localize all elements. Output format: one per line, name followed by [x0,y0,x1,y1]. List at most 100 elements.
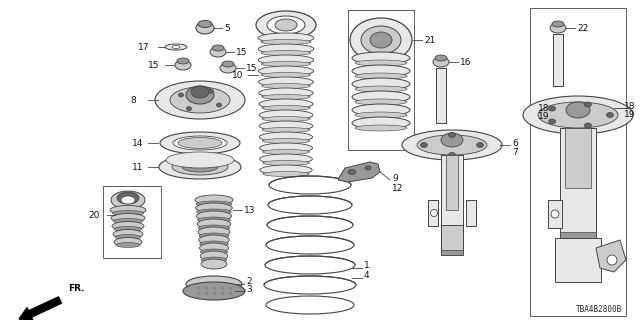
Ellipse shape [266,296,354,314]
Ellipse shape [417,135,487,155]
Ellipse shape [117,192,139,204]
Ellipse shape [355,99,407,105]
Ellipse shape [348,170,356,174]
Ellipse shape [584,123,591,128]
Text: 9: 9 [392,173,397,182]
Ellipse shape [266,236,354,254]
Ellipse shape [115,235,141,239]
Ellipse shape [209,89,214,93]
Ellipse shape [548,106,556,111]
Ellipse shape [186,107,191,111]
Ellipse shape [191,86,209,98]
Ellipse shape [262,161,309,165]
Ellipse shape [220,63,236,73]
Bar [441,155,463,255]
Ellipse shape [258,33,314,43]
Ellipse shape [199,235,229,245]
Ellipse shape [196,203,232,213]
Ellipse shape [166,152,234,168]
Ellipse shape [268,196,352,214]
Ellipse shape [216,103,221,107]
Ellipse shape [173,136,227,150]
Ellipse shape [259,121,313,131]
Ellipse shape [196,209,231,215]
Ellipse shape [350,18,412,62]
Ellipse shape [265,256,355,274]
Ellipse shape [584,102,591,107]
Ellipse shape [198,20,212,28]
Text: TBA4B2800B: TBA4B2800B [576,305,622,314]
Ellipse shape [212,45,224,51]
Ellipse shape [449,153,456,157]
Bar [446,155,458,210]
Ellipse shape [196,22,214,34]
Ellipse shape [196,201,232,207]
Ellipse shape [183,282,245,300]
Polygon shape [338,162,380,182]
Ellipse shape [550,23,566,33]
Ellipse shape [160,132,240,154]
Ellipse shape [172,159,228,175]
Text: 8: 8 [130,95,136,105]
Ellipse shape [112,221,144,230]
Text: 15: 15 [246,63,257,73]
Bar [548,200,562,228]
Ellipse shape [210,47,226,57]
Ellipse shape [523,96,633,134]
Ellipse shape [352,78,410,90]
Bar [441,250,463,255]
Bar [103,186,161,258]
Ellipse shape [178,138,222,148]
Ellipse shape [186,86,214,104]
Ellipse shape [258,44,314,54]
Ellipse shape [548,119,556,124]
Ellipse shape [116,243,140,247]
Ellipse shape [402,130,502,160]
Ellipse shape [198,217,230,223]
Ellipse shape [431,210,438,217]
Ellipse shape [355,73,407,79]
Ellipse shape [262,94,310,100]
Text: 1: 1 [364,261,370,270]
Ellipse shape [172,45,180,49]
Ellipse shape [420,142,428,148]
Ellipse shape [113,219,143,223]
Ellipse shape [114,237,142,246]
Ellipse shape [260,165,312,175]
Ellipse shape [262,139,310,143]
Text: 22: 22 [577,23,588,33]
Bar [560,232,596,238]
Ellipse shape [182,162,218,172]
Text: 15: 15 [148,60,159,69]
Ellipse shape [114,227,142,231]
Ellipse shape [259,110,313,120]
Bar [436,68,446,123]
Ellipse shape [261,51,311,55]
Ellipse shape [260,154,312,164]
Ellipse shape [552,21,564,27]
Bar [441,225,463,255]
Ellipse shape [435,55,447,61]
Ellipse shape [198,225,230,231]
Text: 13: 13 [244,205,255,214]
Ellipse shape [256,11,316,39]
Bar [565,128,591,188]
Ellipse shape [355,60,407,66]
Ellipse shape [352,117,410,129]
Polygon shape [596,240,626,272]
Text: 19: 19 [624,109,636,118]
Ellipse shape [370,32,392,48]
Bar [560,128,596,238]
Ellipse shape [551,210,559,218]
Ellipse shape [222,61,234,67]
Ellipse shape [177,58,189,64]
Bar [428,200,438,226]
Ellipse shape [477,142,483,148]
Ellipse shape [175,60,191,70]
Ellipse shape [259,143,312,153]
Ellipse shape [198,227,230,237]
Text: 19: 19 [538,111,550,121]
Ellipse shape [199,233,229,239]
Ellipse shape [355,112,407,118]
Ellipse shape [566,102,590,118]
